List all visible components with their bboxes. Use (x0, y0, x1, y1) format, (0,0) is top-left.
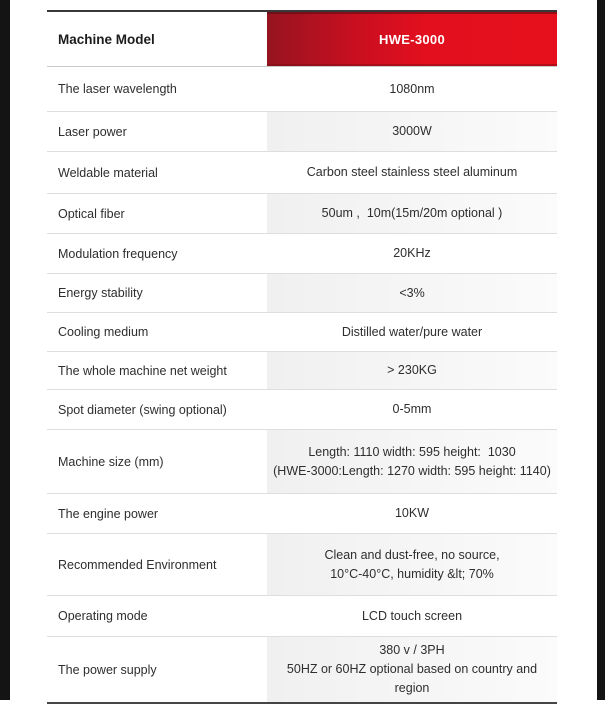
spec-label: Weldable material (47, 152, 267, 193)
spec-label: Energy stability (47, 274, 267, 312)
spec-value: 3000W (267, 112, 557, 151)
spec-label: The engine power (47, 494, 267, 533)
spec-value: Length: 1110 width: 595 height: 1030 (HW… (267, 430, 557, 493)
spec-label: Operating mode (47, 596, 267, 636)
spec-value: 380 v / 3PH 50HZ or 60HZ optional based … (267, 637, 557, 702)
spec-row-recommended-environment: Recommended Environment Clean and dust-f… (47, 534, 557, 596)
spec-row-net-weight: The whole machine net weight > 230KG (47, 352, 557, 390)
spec-row-weldable-material: Weldable material Carbon steel stainless… (47, 152, 557, 194)
header-label: Machine Model (47, 12, 267, 66)
spec-row-engine-power: The engine power 10KW (47, 494, 557, 534)
spec-row-laser-power: Laser power 3000W (47, 112, 557, 152)
spec-row-operating-mode: Operating mode LCD touch screen (47, 596, 557, 637)
spec-label: Laser power (47, 112, 267, 151)
spec-row-modulation-frequency: Modulation frequency 20KHz (47, 234, 557, 274)
spec-row-machine-size: Machine size (mm) Length: 1110 width: 59… (47, 430, 557, 494)
spec-value: Distilled water/pure water (341, 324, 483, 339)
page-frame-left (0, 0, 10, 700)
spec-label: Cooling medium (47, 313, 267, 351)
spec-label: Optical fiber (47, 194, 267, 233)
spec-value: 1080nm (389, 81, 435, 96)
spec-label: The power supply (47, 637, 267, 702)
spec-value: > 230KG (267, 352, 557, 389)
spec-value: 50um , 10m(15m/20m optional ) (267, 194, 557, 233)
table-header-row: Machine Model HWE-3000 (47, 12, 557, 67)
spec-value: Carbon steel stainless steel aluminum (306, 165, 518, 179)
spec-row-power-supply: The power supply 380 v / 3PH 50HZ or 60H… (47, 637, 557, 702)
spec-row-cooling-medium: Cooling medium Distilled water/pure wate… (47, 313, 557, 352)
spec-value: LCD touch screen (361, 608, 463, 623)
spec-label: Machine size (mm) (47, 430, 267, 493)
spec-label: Recommended Environment (47, 534, 267, 595)
spec-row-spot-diameter: Spot diameter (swing optional) 0-5mm (47, 390, 557, 430)
spec-label: Spot diameter (swing optional) (47, 390, 267, 429)
spec-value: Clean and dust-free, no source, 10°C-40°… (267, 534, 557, 595)
spec-value: 20KHz (393, 246, 431, 260)
page-frame-right (597, 0, 605, 700)
spec-label: The laser wavelength (47, 67, 267, 111)
spec-value: 0-5mm (392, 402, 432, 416)
spec-label: The whole machine net weight (47, 352, 267, 389)
spec-rows: The laser wavelength 1080nm Laser power … (47, 67, 557, 702)
spec-label: Modulation frequency (47, 234, 267, 273)
spec-value: <3% (267, 274, 557, 312)
machine-spec-table: Machine Model HWE-3000 The laser wavelen… (47, 10, 557, 704)
spec-row-energy-stability: Energy stability <3% (47, 274, 557, 313)
spec-value: 10KW (394, 506, 430, 520)
header-model-badge: HWE-3000 (267, 12, 557, 66)
spec-row-optical-fiber: Optical fiber 50um , 10m(15m/20m optiona… (47, 194, 557, 234)
spec-row-laser-wavelength: The laser wavelength 1080nm (47, 67, 557, 112)
